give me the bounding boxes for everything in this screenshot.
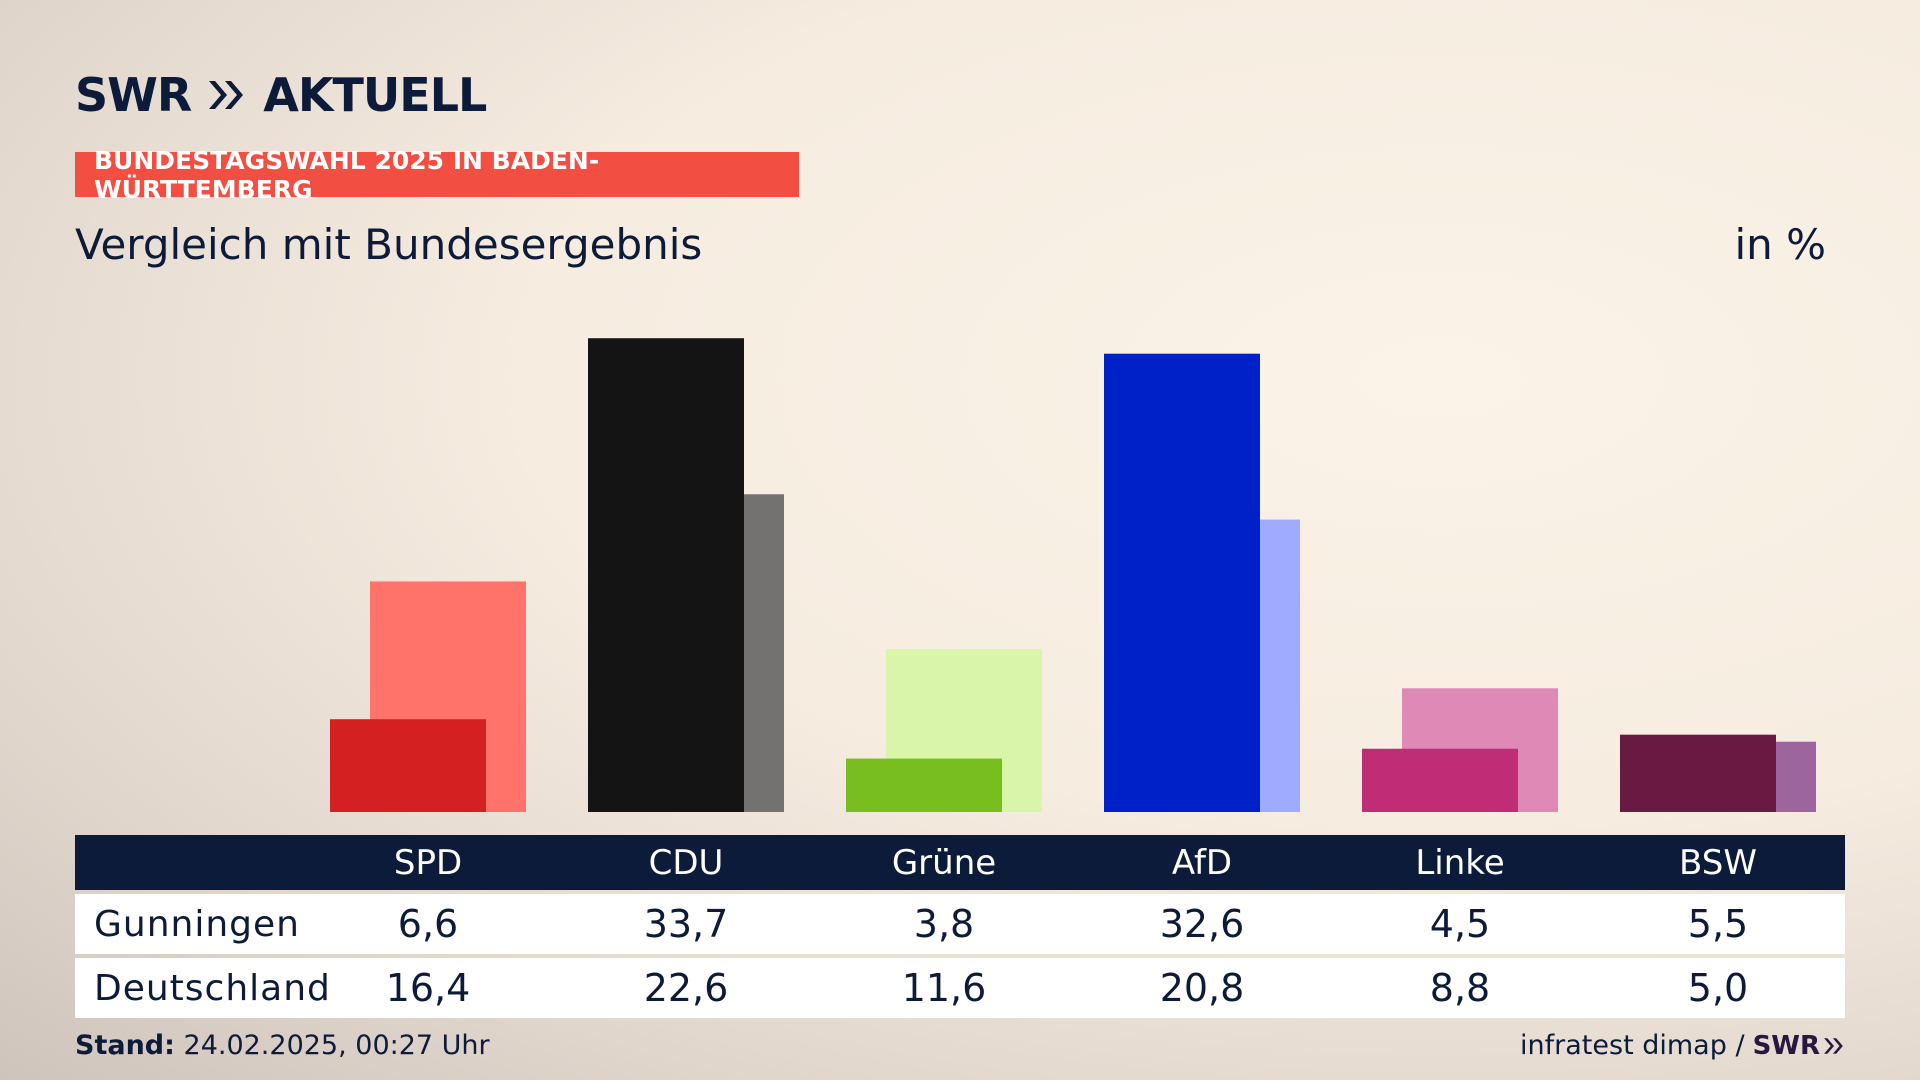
banner-text: BUNDESTAGSWAHL 2025 IN BADEN-WÜRTTEMBERG: [94, 145, 600, 204]
table-cell: 32,6: [1159, 902, 1245, 946]
stand-value: 24.02.2025, 00:27 Uhr: [183, 1030, 490, 1061]
source-text: infratest dimap /: [1520, 1030, 1745, 1061]
logo-swr-text: SWR: [75, 68, 192, 122]
bar-chart: [330, 338, 1816, 812]
logo-aktuell-text: AKTUELL: [263, 68, 487, 122]
row-label-gunningen: Gunningen: [94, 903, 300, 945]
table-cell: 5,5: [1687, 902, 1749, 946]
stand-label: Stand:: [75, 1030, 175, 1061]
bar-gunningen-bsw: [1620, 734, 1776, 812]
swr-mini-logo-text: SWR: [1752, 1030, 1820, 1061]
column-header-spd: SPD: [393, 842, 463, 883]
double-chevron-icon: [209, 81, 244, 109]
column-header-afd: AfD: [1171, 842, 1233, 883]
table-header-row: SPD CDU Grüne AfD Linke BSW: [75, 835, 1845, 890]
bar-gunningen-grüne: [846, 758, 1002, 812]
timestamp: Stand: 24.02.2025, 00:27 Uhr: [75, 1030, 490, 1061]
table-cell: 4,5: [1429, 902, 1491, 946]
column-header-bsw: BSW: [1679, 842, 1757, 883]
table-cell: 20,8: [1159, 966, 1245, 1010]
chart-subtitle: Vergleich mit Bundesergebnis: [75, 220, 703, 269]
table-cell: 33,7: [643, 902, 729, 946]
table-cell: 5,0: [1687, 966, 1749, 1010]
bar-gunningen-afd: [1104, 353, 1260, 812]
bar-gunningen-cdu: [588, 338, 744, 812]
table-cell: 3,8: [913, 902, 975, 946]
column-header-linke: Linke: [1415, 842, 1505, 883]
table-cell: 16,4: [385, 966, 471, 1010]
table-cell: 6,6: [397, 902, 459, 946]
results-table: SPD CDU Grüne AfD Linke BSW Gunningen 6,6 33,7…: [75, 835, 1845, 1018]
table-cell: 22,6: [643, 966, 729, 1010]
table-cell: 11,6: [901, 966, 987, 1010]
swr-mini-logo: SWR: [1753, 1031, 1845, 1061]
unit-label: in %: [1734, 220, 1826, 269]
double-chevron-icon: [1824, 1037, 1843, 1054]
row-label-deutschland: Deutschland: [94, 967, 331, 1009]
bar-gunningen-spd: [330, 719, 486, 812]
column-header-cdu: CDU: [648, 842, 724, 883]
bar-gunningen-linke: [1362, 748, 1518, 812]
source-credit: infratest dimap / SWR: [1520, 1030, 1845, 1061]
table-cell: 8,8: [1429, 966, 1491, 1010]
column-header-grüne: Grüne: [891, 842, 997, 883]
swr-aktuell-logo: SWR AKTUELL: [75, 68, 487, 122]
election-banner: BUNDESTAGSWAHL 2025 IN BADEN-WÜRTTEMBERG: [75, 146, 799, 204]
table-row: Gunningen 6,6 33,7 3,8 32,6 4,5 5,5: [75, 894, 1845, 954]
table-row: Deutschland 16,4 22,6 11,6 20,8 8,8 5,0: [75, 958, 1845, 1018]
